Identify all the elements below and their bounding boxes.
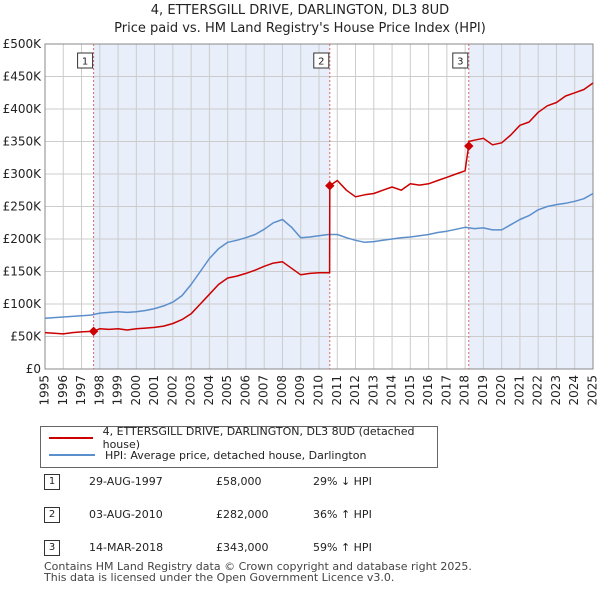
x-tick-label: 2022: [531, 375, 545, 406]
table-row: 2 03-AUG-2010 £282,000 36% ↑ HPI: [40, 507, 440, 525]
transaction-hpi-change: 36% ↑ HPI: [313, 508, 372, 521]
transaction-label-box: [452, 52, 469, 69]
x-tick-label: 2023: [549, 375, 563, 406]
footer-copyright: Contains HM Land Registry data © Crown c…: [44, 560, 472, 573]
y-tick-label: £300K: [3, 167, 43, 181]
y-tick-label: £500K: [3, 37, 43, 51]
transaction-number: 2: [44, 507, 60, 523]
x-tick-label: 2001: [147, 375, 161, 406]
transaction-label: 1: [82, 57, 88, 68]
x-tick-label: 2008: [275, 375, 289, 406]
x-tick-label: 2024: [567, 375, 581, 406]
x-tick-label: 2004: [202, 375, 216, 406]
transaction-label: 2: [318, 57, 324, 68]
x-tick-label: 2012: [348, 375, 362, 406]
footer: Contains HM Land Registry data © Crown c…: [44, 561, 472, 583]
x-tick-label: 2021: [512, 375, 526, 406]
y-tick-label: £450K: [3, 70, 43, 84]
x-tick-label: 2005: [220, 375, 234, 406]
x-tick-label: 1995: [38, 375, 52, 406]
y-tick-label: £150K: [3, 265, 43, 279]
x-tick-label: 2010: [312, 375, 326, 406]
y-tick-label: £200K: [3, 232, 43, 246]
y-tick-label: £50K: [10, 330, 42, 344]
y-tick-label: £0: [26, 362, 41, 376]
x-tick-label: 1998: [92, 375, 106, 406]
x-tick-label: 2020: [494, 375, 508, 406]
y-tick-label: £250K: [3, 200, 43, 214]
x-tick-label: 2011: [330, 375, 344, 406]
x-tick-label: 2017: [439, 375, 453, 406]
transaction-price: £343,000: [216, 541, 269, 554]
transaction-date: 03-AUG-2010: [89, 508, 163, 521]
x-tick-label: 2002: [165, 375, 179, 406]
legend-label-property: 4, ETTERSGILL DRIVE, DARLINGTON, DL3 8UD…: [102, 425, 415, 451]
transaction-label: 3: [457, 57, 463, 68]
price-chart: £0 £50K £100K £150K £200K £250K £300K £350K £400…: [3, 37, 600, 406]
x-tick-label: 2019: [476, 375, 490, 406]
transaction-date: 14-MAR-2018: [89, 541, 164, 554]
transaction-label-box: [77, 52, 94, 69]
chart-subtitle: Price paid vs. HM Land Registry's House …: [114, 21, 486, 36]
legend-swatch-property: [49, 437, 93, 439]
y-tick-label: £100K: [3, 297, 43, 311]
y-tick-label: £400K: [3, 102, 43, 116]
x-tick-label: 1997: [74, 375, 88, 406]
transaction-date: 29-AUG-1997: [89, 475, 163, 488]
x-tick-label: 2014: [385, 375, 399, 406]
transaction-price: £58,000: [216, 475, 262, 488]
x-tick-label: 2006: [238, 375, 252, 406]
legend-item-hpi: HPI: Average price, detached house, Darl…: [49, 447, 366, 463]
transaction-marker: [464, 141, 474, 151]
table-row: 3 14-MAR-2018 £343,000 59% ↑ HPI: [40, 540, 440, 558]
transaction-number: 1: [44, 474, 60, 490]
x-tick-label: 1996: [56, 375, 70, 406]
x-tick-label: 2025: [586, 375, 600, 406]
hpi-series-line: [44, 192, 594, 320]
legend-swatch-hpi: [49, 454, 95, 456]
x-tick-label: 2016: [421, 375, 435, 406]
x-tick-label: 2013: [366, 375, 380, 406]
x-tick-label: 2003: [184, 375, 198, 406]
plot-border: [44, 43, 594, 370]
transaction-hpi-change: 29% ↓ HPI: [313, 475, 372, 488]
transaction-number: 3: [44, 540, 60, 556]
x-tick-label: 2000: [129, 375, 143, 406]
legend-label-hpi: HPI: Average price, detached house, Darl…: [105, 448, 367, 462]
property-series-line: [44, 82, 594, 335]
transaction-hpi-change: 59% ↑ HPI: [313, 541, 372, 554]
chart-legend: 4, ETTERSGILL DRIVE, DARLINGTON, DL3 8UD…: [40, 425, 438, 468]
y-tick-label: £350K: [3, 135, 43, 149]
transaction-marker: [88, 326, 99, 337]
x-tick-label: 2007: [257, 375, 271, 406]
chart-title: 4, ETTERSGILL DRIVE, DARLINGTON, DL3 8UD: [150, 3, 450, 18]
x-tick-label: 2018: [458, 375, 472, 406]
table-row: 1 29-AUG-1997 £58,000 29% ↓ HPI: [40, 474, 440, 492]
transaction-label-box: [313, 52, 330, 69]
footer-license: This data is licensed under the Open Gov…: [44, 571, 395, 584]
transaction-price: £282,000: [216, 508, 269, 521]
transaction-marker: [325, 180, 335, 191]
x-tick-label: 1999: [111, 375, 125, 406]
legend-item-property: 4, ETTERSGILL DRIVE, DARLINGTON, DL3 8UD…: [49, 425, 437, 451]
x-tick-label: 2009: [293, 375, 307, 406]
x-tick-label: 2015: [403, 375, 417, 406]
